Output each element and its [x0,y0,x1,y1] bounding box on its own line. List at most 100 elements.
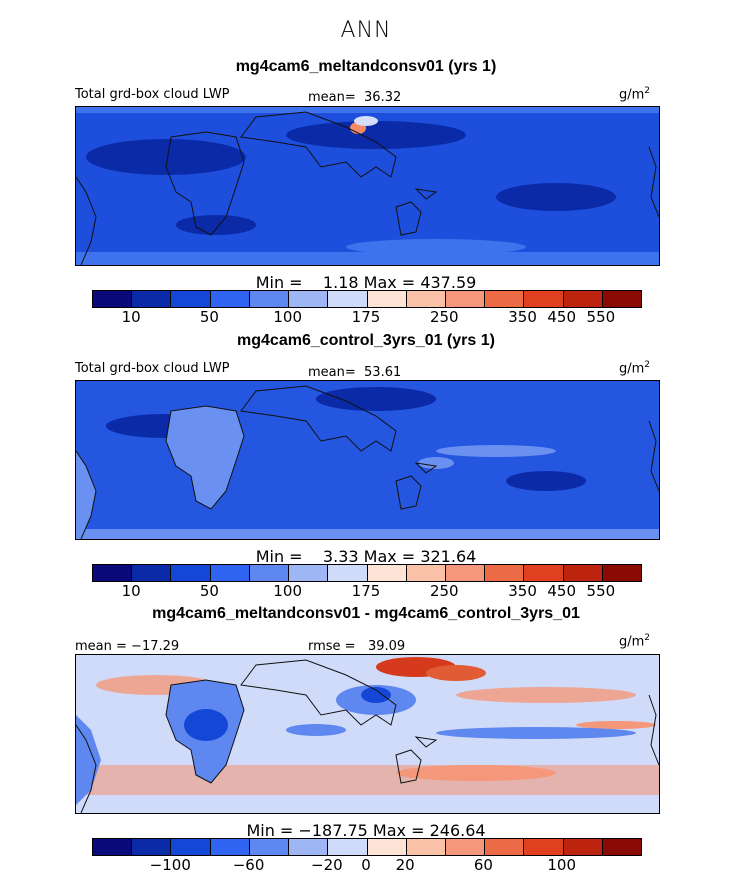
colorbar-tick-label: 0 [361,856,371,874]
colorbar-swatch [602,565,642,581]
panel3-min-label: Min = [246,821,294,840]
colorbar-swatch [367,291,407,307]
panel3-max-label: Max = [372,821,425,840]
panel3-units: g/m2 [619,633,650,649]
colorbar-swatch [445,291,486,307]
colorbar-swatch [367,839,407,855]
panel2-mean-value: 53.61 [364,365,402,380]
panel2-min-label: Min = [255,547,303,566]
panel2-colorbar [92,564,642,582]
panel1-map-svg [76,107,659,265]
colorbar-tick-label: 175 [351,308,381,326]
panel2-mean-label: mean= [308,365,356,380]
panel2-minmax: Min = 3.33 Max = 321.64 [0,547,732,566]
panel3-mean: mean = −17.29 [75,639,179,654]
colorbar-tick-label: 350 [508,308,537,326]
panel3-map-svg [76,655,659,813]
panel3-mean-label: mean = [75,639,127,654]
panel3-units-text: g/m [619,634,645,650]
colorbar-swatch [328,565,368,581]
panel2-units-sup: 2 [644,360,651,370]
panel3-minmax: Min = −187.75 Max = 246.64 [0,821,732,840]
panel2-map-svg [76,381,659,539]
colorbar-swatch [328,839,368,855]
colorbar-swatch [524,565,564,581]
panel1-max-value: 437.59 [420,273,477,292]
colorbar-swatch [132,565,172,581]
colorbar-swatch [406,565,446,581]
panel3-min-value: −187.75 [298,821,368,840]
colorbar-swatch [524,839,564,855]
colorbar-swatch [563,291,603,307]
panel1-map [75,106,660,266]
panel1-minmax: Min = 1.18 Max = 437.59 [0,273,732,292]
colorbar-swatch [485,565,525,581]
colorbar-swatch [524,291,564,307]
panel3-colorbar [92,838,642,856]
colorbar-swatch [485,291,525,307]
colorbar-swatch [93,565,133,581]
panel2-units-text: g/m [619,361,645,377]
colorbar-tick-label: −60 [232,856,265,874]
panel1-units-text: g/m [619,87,645,103]
colorbar-swatch [93,839,133,855]
colorbar-swatch [328,291,368,307]
panel2-min-value: 3.33 [322,547,359,566]
colorbar-tick-label: 50 [199,582,219,600]
colorbar-swatch [367,565,407,581]
panel2-variable-label: Total grd-box cloud LWP [75,361,230,376]
colorbar-swatch [210,839,250,855]
colorbar-tick-label: 250 [429,308,459,326]
colorbar-swatch [210,565,250,581]
colorbar-swatch [289,565,329,581]
colorbar-tick-label: 50 [199,308,219,326]
panel3-units-sup: 2 [644,633,651,643]
panel1-units: g/m2 [619,86,650,102]
panel3-colorbar-ticks: −100 −60 −20 0 20 60 100 [92,856,640,874]
figure-suptitle: ANN [340,18,392,43]
colorbar-swatch [406,291,446,307]
panel1-variable-label: Total grd-box cloud LWP [75,87,230,102]
colorbar-tick-label: 10 [121,582,141,600]
colorbar-swatch [563,839,603,855]
colorbar-tick-label: 450 [547,582,577,600]
colorbar-swatch [132,839,172,855]
panel1-min-value: 1.18 [322,273,359,292]
colorbar-swatch [485,839,525,855]
colorbar-tick-label: 450 [547,308,577,326]
panel3-map [75,654,660,814]
panel3-title: mg4cam6_meltandconsv01 - mg4cam6_control… [152,605,580,622]
panel3-mean-value: −17.29 [131,639,180,654]
colorbar-swatch [171,291,211,307]
panel2-colorbar-ticks: 10 50 100 175 250 350 450 550 [92,582,640,600]
colorbar-swatch [563,565,603,581]
colorbar-swatch [445,565,486,581]
panel1-colorbar [92,290,642,308]
colorbar-swatch [249,565,290,581]
panel3-rmse: rmse = 39.09 [308,639,405,654]
panel3-rmse-label: rmse = [308,639,356,654]
colorbar-tick-label: 60 [473,856,493,874]
panel2-map [75,380,660,540]
panel1-colorbar-ticks: 10 50 100 175 250 350 450 550 [92,308,640,326]
colorbar-swatch [602,291,642,307]
colorbar-tick-label: 250 [429,582,459,600]
panel2-title: mg4cam6_control_3yrs_01 (yrs 1) [237,332,495,349]
colorbar-tick-label: −100 [149,856,191,874]
colorbar-tick-label: 100 [547,856,577,874]
panel1-mean: mean= 36.32 [308,90,401,105]
panel1-min-label: Min = [255,273,303,292]
colorbar-swatch [602,839,642,855]
colorbar-tick-label: 10 [121,308,141,326]
colorbar-swatch [249,839,290,855]
colorbar-swatch [445,839,486,855]
colorbar-swatch [171,565,211,581]
colorbar-swatch [171,839,211,855]
colorbar-tick-label: 100 [273,308,303,326]
colorbar-tick-label: −20 [311,856,343,874]
colorbar-tick-label: 20 [395,856,415,874]
panel2-units: g/m2 [619,360,650,376]
panel1-mean-label: mean= [308,90,356,105]
colorbar-swatch [406,839,446,855]
colorbar-tick-label: 550 [586,308,616,326]
